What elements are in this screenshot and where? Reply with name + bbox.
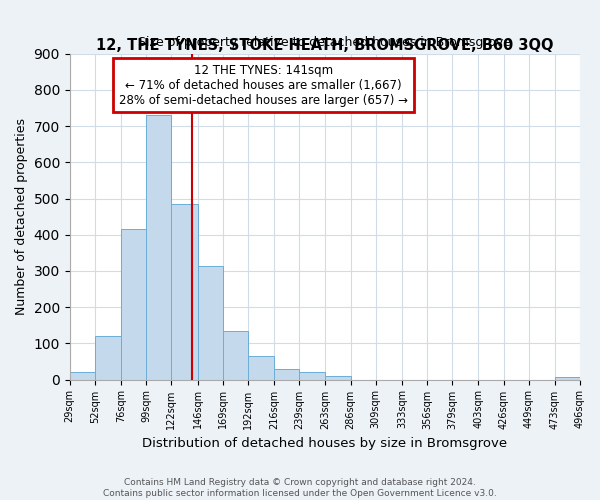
- Text: Size of property relative to detached houses in Bromsgrove: Size of property relative to detached ho…: [139, 36, 511, 49]
- Bar: [146, 116, 171, 380]
- Bar: [171, 204, 197, 380]
- Bar: [70, 372, 95, 380]
- Title: 12, THE TYNES, STOKE HEATH, BROMSGROVE, B60 3QQ: 12, THE TYNES, STOKE HEATH, BROMSGROVE, …: [96, 38, 554, 52]
- Text: Contains HM Land Registry data © Crown copyright and database right 2024.
Contai: Contains HM Land Registry data © Crown c…: [103, 478, 497, 498]
- Bar: [121, 230, 146, 380]
- Bar: [274, 368, 299, 380]
- Bar: [299, 372, 325, 380]
- Bar: [325, 376, 350, 380]
- Bar: [95, 336, 121, 380]
- Bar: [248, 356, 274, 380]
- Bar: [197, 266, 223, 380]
- Bar: [555, 376, 580, 380]
- Bar: [223, 332, 248, 380]
- Text: 12 THE TYNES: 141sqm
← 71% of detached houses are smaller (1,667)
28% of semi-de: 12 THE TYNES: 141sqm ← 71% of detached h…: [119, 64, 408, 106]
- X-axis label: Distribution of detached houses by size in Bromsgrove: Distribution of detached houses by size …: [142, 437, 508, 450]
- Y-axis label: Number of detached properties: Number of detached properties: [15, 118, 28, 315]
